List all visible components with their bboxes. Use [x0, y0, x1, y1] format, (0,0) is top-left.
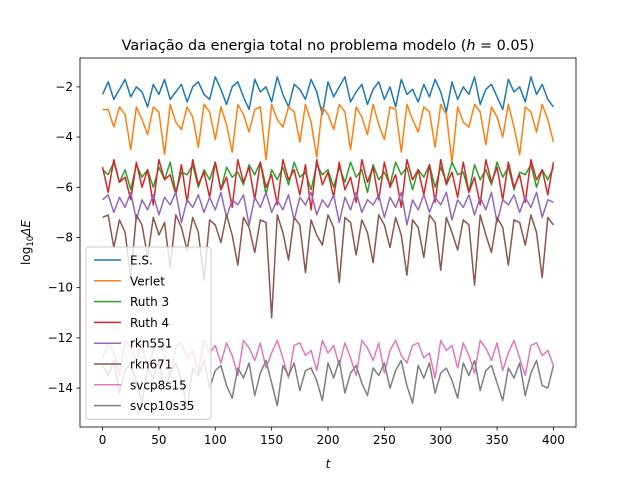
- series-line-5: [102, 214, 555, 319]
- x-tick-label: 250: [373, 433, 396, 447]
- x-tick-label: 100: [204, 433, 227, 447]
- y-axis-label-sub: 10: [26, 236, 36, 247]
- legend-label: E.S.: [130, 254, 153, 268]
- x-axis-label: t: [326, 457, 332, 471]
- y-axis-label-rest: ΔE: [19, 220, 33, 237]
- series-line-0: [101, 76, 555, 116]
- x-tick-label: 300: [429, 433, 452, 447]
- legend-label: Ruth 4: [130, 316, 169, 330]
- x-axis: 0 50 100 150 200 250 300 350 400: [99, 427, 565, 447]
- series-line-3: [101, 158, 555, 211]
- y-tick-label: −14: [48, 381, 73, 395]
- y-tick-label: −8: [55, 230, 73, 244]
- title-variable: h: [466, 38, 475, 54]
- title-prefix: Variação da energia total no problema mo…: [122, 38, 467, 54]
- y-axis-label-base: log: [19, 247, 33, 265]
- x-tick-label: 50: [151, 433, 166, 447]
- y-tick-label: −4: [55, 130, 73, 144]
- x-tick-label: 400: [542, 433, 565, 447]
- chart-title: Variação da energia total no problema mo…: [122, 38, 535, 54]
- legend-label: svcp8s15: [130, 378, 187, 392]
- legend: E.S. Verlet Ruth 3 Ruth 4 rkn551 rkn671 svcp8s…: [85, 246, 212, 420]
- y-axis-label: log10ΔE: [19, 220, 36, 265]
- title-suffix: = 0.05): [475, 38, 534, 54]
- legend-label: Ruth 3: [130, 295, 169, 309]
- x-tick-label: 0: [99, 433, 107, 447]
- series-line-4: [102, 191, 554, 226]
- x-tick-label: 350: [486, 433, 509, 447]
- y-tick-label: −10: [48, 281, 73, 295]
- legend-label: rkn551: [130, 337, 172, 351]
- legend-label: rkn671: [130, 358, 172, 372]
- legend-label: svcp10s35: [130, 399, 194, 413]
- y-tick-label: −12: [48, 331, 73, 345]
- y-tick-label: −6: [55, 180, 73, 194]
- y-axis: −14 −12 −10 −8 −6 −4 −2: [48, 80, 80, 395]
- legend-label: Verlet: [130, 274, 165, 288]
- legend-box: [85, 246, 212, 420]
- x-tick-label: 200: [317, 433, 340, 447]
- y-tick-label: −2: [55, 80, 73, 94]
- x-tick-label: 150: [260, 433, 283, 447]
- series-line-1: [102, 103, 555, 163]
